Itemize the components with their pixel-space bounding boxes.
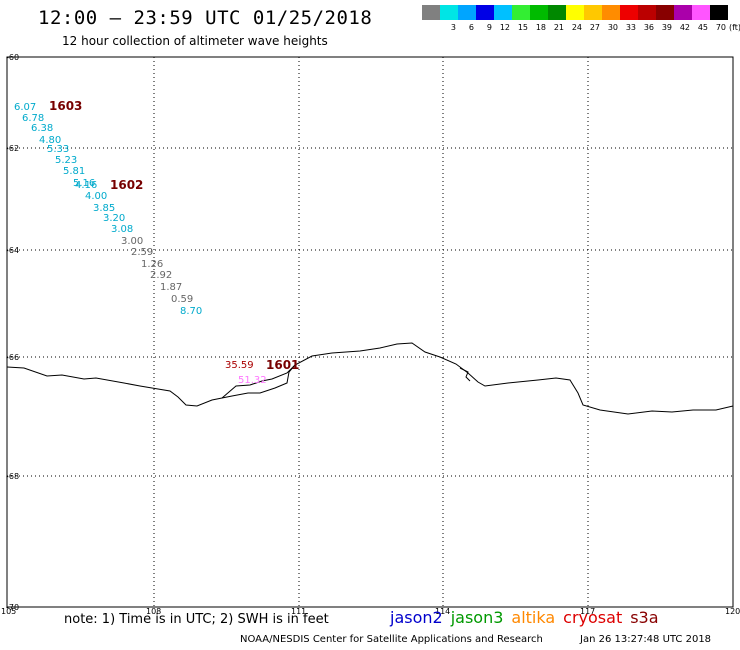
swh-value-label: 5.33 [47, 144, 69, 155]
graticule [7, 57, 733, 607]
color-scale-label: 33 [625, 23, 636, 32]
latitude-label: -60 [6, 53, 19, 62]
color-scale-label: 21 [553, 23, 564, 32]
swh-value-label: 4.80 [39, 135, 61, 146]
swh-value-label: 3.08 [111, 224, 133, 235]
swh-value-label: 6.78 [22, 113, 44, 124]
color-scale-swatch [638, 5, 656, 20]
color-scale-swatch [584, 5, 602, 20]
color-scale-swatch [602, 5, 620, 20]
swh-point-labels: 6.076.786.384.805.335.235.815.164.164.00… [14, 102, 267, 386]
color-scale-label: 39 [661, 23, 672, 32]
longitude-label: 120 [725, 607, 740, 616]
color-scale-label: 9 [486, 23, 492, 32]
legend-satellite-jason2: jason2 [390, 608, 443, 627]
latitude-label: -64 [6, 246, 19, 255]
color-scale-swatch [476, 5, 494, 20]
color-scale-swatch [710, 5, 728, 20]
swh-value-label: 1.87 [160, 282, 182, 293]
swh-value-label: 51.32 [238, 375, 267, 386]
coastline-detail [459, 367, 471, 382]
credit-line: NOAA/NESDIS Center for Satellite Applica… [240, 634, 543, 645]
color-scale-label: 24 [571, 23, 582, 32]
color-scale-label: 42 [679, 23, 690, 32]
color-scale-swatch [656, 5, 674, 20]
swh-value-label: 6.07 [14, 102, 36, 113]
color-scale-swatch [620, 5, 638, 20]
track-number-label: 1602 [110, 178, 143, 192]
track-labels: 1603 1602 1601 [49, 99, 299, 372]
longitude-label: 105 [1, 607, 16, 616]
latitude-label: -68 [6, 472, 19, 481]
color-scale-label: 70 [715, 23, 726, 32]
swh-value-label: 2.92 [150, 270, 172, 281]
color-scale-label: 30 [607, 23, 618, 32]
map-frame [6, 56, 734, 608]
longitude-label: 108 [146, 607, 161, 616]
swh-value-label: 4.00 [85, 191, 107, 202]
color-scale-label: 6 [468, 23, 474, 32]
graticule-labels: 105 108 111 114 117 120 -60 -62 -64 -66 -68 -70 [1, 53, 740, 616]
color-scale-unit: (ft) [729, 23, 740, 32]
swh-value-label: 3.85 [93, 203, 115, 214]
color-scale-label: 18 [535, 23, 546, 32]
swh-value-label: 2.59 [131, 247, 153, 258]
swh-value-label: 5.81 [63, 166, 85, 177]
swh-value-label: 3.20 [103, 213, 125, 224]
swh-value-label: 35.59 [225, 360, 254, 371]
swh-value-label: 5.16 [73, 178, 95, 189]
swh-value-label: 1.26 [141, 259, 163, 270]
track-number-label: 1601 [266, 358, 299, 372]
footer-note: note: 1) Time is in UTC; 2) SWH is in fe… [64, 612, 329, 627]
legend-satellite-altika: altika [511, 608, 556, 627]
color-scale-swatch [494, 5, 512, 20]
longitude-label: 114 [435, 607, 450, 616]
color-scale-label: 36 [643, 23, 654, 32]
color-scale-swatch [692, 5, 710, 20]
chart-subtitle: 12 hour collection of altimeter wave hei… [62, 34, 328, 48]
coastline-inlet [221, 364, 296, 399]
chart-title: 12:00 – 23:59 UTC 01/25/2018 [38, 7, 373, 29]
color-scale-label: 45 [697, 23, 708, 32]
swh-value-label: 0.59 [171, 294, 193, 305]
latitude-label: -62 [6, 144, 19, 153]
generated-timestamp: Jan 26 13:27:48 UTC 2018 [580, 634, 712, 645]
latitude-label: -70 [6, 603, 19, 612]
legend-satellite-s3a: s3a [630, 608, 659, 627]
color-scale-swatch [674, 5, 692, 20]
color-scale-swatch [422, 5, 440, 20]
satellite-legend: jason2 jason3 altika cryosat s3a [390, 608, 667, 627]
wave-height-color-scale: 3 6 9 12 15 18 21 24 27 30 33 36 39 42 45 70 (ft) [422, 5, 740, 32]
color-scale-swatch [458, 5, 476, 20]
legend-satellite-cryosat: cryosat [563, 608, 623, 627]
color-scale-label: 3 [450, 23, 456, 32]
track-number-label: 1603 [49, 99, 82, 113]
color-scale-swatches [422, 5, 740, 20]
longitude-label: 117 [580, 607, 595, 616]
latitude-label: -66 [6, 353, 19, 362]
swh-value-label: 8.70 [180, 306, 202, 317]
color-scale-label: 27 [589, 23, 600, 32]
color-scale-swatch [548, 5, 566, 20]
color-scale-swatch [566, 5, 584, 20]
color-scale-label: 12 [499, 23, 510, 32]
color-scale-label: 15 [517, 23, 528, 32]
swh-value-label: 5.23 [55, 155, 77, 166]
color-scale-swatch [440, 5, 458, 20]
color-scale-swatch [530, 5, 548, 20]
longitude-label: 111 [291, 607, 306, 616]
color-scale-labels: 3 6 9 12 15 18 21 24 27 30 33 36 39 42 45 70 (ft) [422, 23, 740, 32]
coastline [6, 342, 734, 415]
legend-satellite-jason3: jason3 [450, 608, 504, 627]
swh-value-label: 3.00 [121, 236, 143, 247]
color-scale-swatch [512, 5, 530, 20]
swh-value-label: 4.16 [75, 180, 97, 191]
swh-value-label: 6.38 [31, 123, 53, 134]
